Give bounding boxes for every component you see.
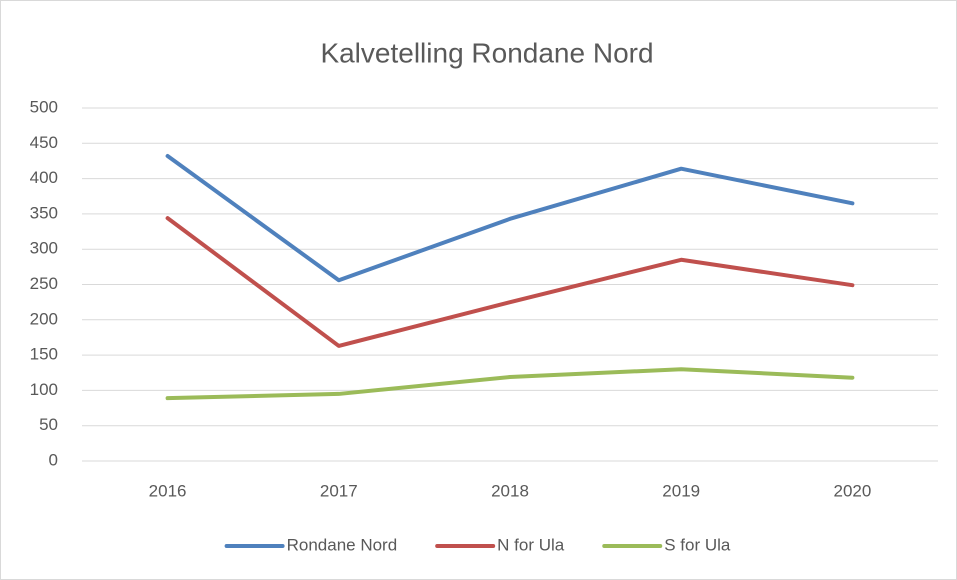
x-tick-label: 2016 <box>149 481 187 500</box>
y-tick-label: 400 <box>30 168 58 187</box>
y-tick-label: 150 <box>30 345 58 364</box>
x-tick-label: 2018 <box>491 481 529 500</box>
y-tick-label: 200 <box>30 309 58 328</box>
legend-label: N for Ula <box>497 535 565 554</box>
y-tick-label: 350 <box>30 203 58 222</box>
x-tick-label: 2020 <box>833 481 871 500</box>
y-tick-label: 50 <box>39 415 58 434</box>
y-tick-label: 300 <box>30 239 58 258</box>
x-tick-label: 2017 <box>320 481 358 500</box>
legend-label: S for Ula <box>664 535 731 554</box>
series-line <box>165 154 855 283</box>
y-tick-label: 250 <box>30 274 58 293</box>
legend-label: Rondane Nord <box>287 535 398 554</box>
series-line <box>165 367 855 401</box>
y-tick-label: 0 <box>49 450 58 469</box>
y-tick-label: 450 <box>30 133 58 152</box>
y-tick-label: 500 <box>30 97 58 116</box>
x-tick-label: 2019 <box>662 481 700 500</box>
y-tick-label: 100 <box>30 380 58 399</box>
chart-title: Kalvetelling Rondane Nord <box>320 37 653 68</box>
series-line <box>165 216 855 348</box>
